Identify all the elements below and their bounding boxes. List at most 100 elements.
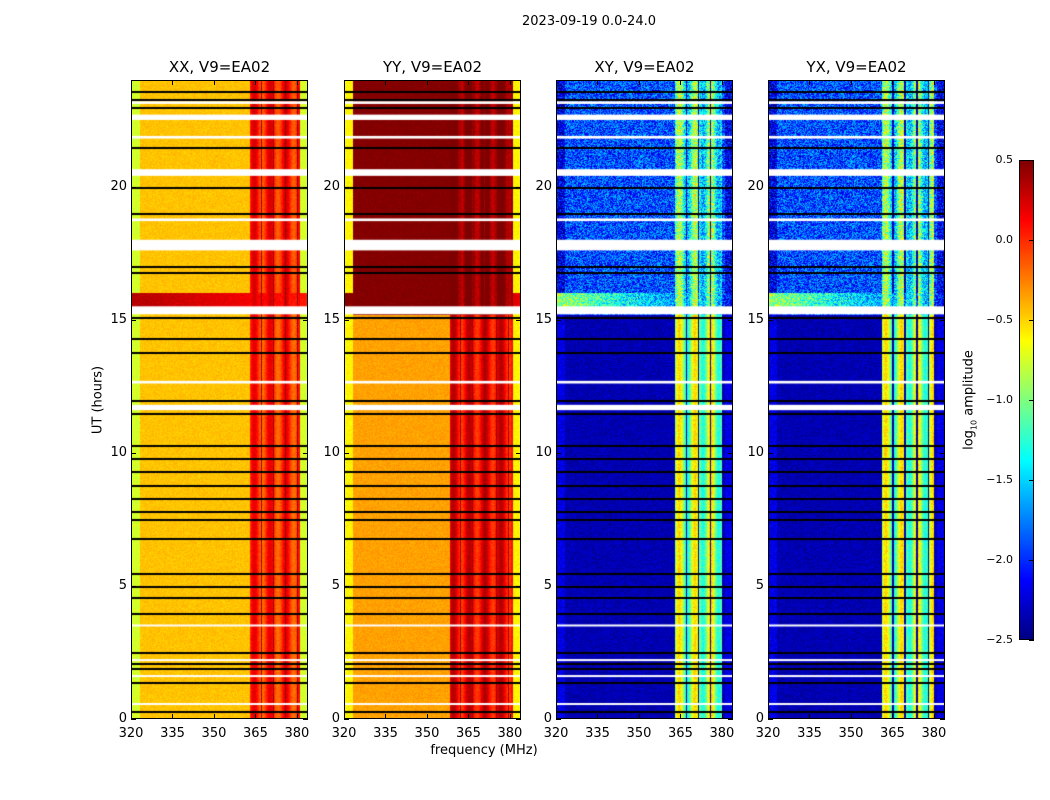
x-tick-mark — [172, 714, 174, 719]
colorbar-tick-label: −0.5 — [986, 313, 1013, 326]
y-tick-label: 5 — [118, 577, 127, 593]
x-tick-mark — [426, 714, 428, 719]
x-tick-mark — [597, 80, 599, 85]
y-tick-label: 15 — [747, 311, 764, 327]
heatmap-image — [344, 80, 521, 719]
axes-frame — [768, 80, 945, 719]
x-tick-label: 365 — [668, 726, 693, 741]
y-tick-mark — [303, 719, 308, 720]
y-tick-label: 20 — [110, 178, 127, 194]
y-tick-mark — [516, 319, 521, 321]
y-tick-mark — [344, 186, 349, 188]
y-tick-label: 10 — [323, 444, 340, 460]
x-tick-label: 350 — [201, 726, 227, 741]
colorbar-tick-label: −1.5 — [986, 473, 1013, 486]
x-tick-label: 380 — [709, 726, 735, 741]
x-tick-mark — [296, 80, 298, 85]
panel-3: YX, V9=EA02 0 5 10 15 20 320 335 350 365 380 — [747, 58, 946, 741]
colorbar-tick-mark — [1029, 400, 1034, 401]
x-tick-mark — [721, 80, 723, 85]
x-tick-label: 335 — [585, 726, 610, 741]
x-tick-mark — [721, 714, 723, 719]
y-tick-label: 5 — [755, 577, 764, 593]
y-tick-mark — [131, 585, 136, 587]
y-tick-mark — [556, 452, 561, 454]
x-tick-mark — [344, 80, 345, 85]
x-tick-label: 335 — [797, 726, 822, 741]
x-tick-mark — [255, 80, 257, 85]
y-tick-mark — [728, 186, 733, 188]
y-tick-label: 0 — [331, 711, 340, 726]
x-tick-mark — [468, 80, 470, 85]
x-tick-mark — [680, 714, 682, 719]
y-tick-mark — [303, 186, 308, 188]
x-tick-mark — [385, 714, 387, 719]
x-tick-mark — [385, 80, 387, 85]
colorbar-tick-label: 0.0 — [995, 233, 1014, 246]
x-tick-mark — [680, 80, 682, 85]
panel-title: XX, V9=EA02 — [168, 58, 271, 76]
y-tick-mark — [131, 452, 136, 454]
x-tick-mark — [768, 714, 769, 719]
x-tick-label: 365 — [243, 726, 268, 741]
figure-title: 2023-09-19 0.0-24.0 — [522, 14, 656, 29]
x-tick-mark — [255, 714, 257, 719]
heatmap-image — [131, 80, 308, 719]
x-tick-mark — [892, 714, 894, 719]
y-tick-mark — [516, 452, 521, 454]
y-tick-mark — [940, 585, 945, 587]
x-tick-label: 365 — [880, 726, 905, 741]
y-tick-label: 10 — [110, 444, 127, 460]
x-tick-label: 335 — [373, 726, 398, 741]
x-tick-mark — [809, 714, 811, 719]
y-tick-mark — [556, 319, 561, 321]
y-axis-label: UT (hours) — [90, 365, 106, 435]
y-tick-label: 20 — [323, 178, 340, 194]
x-tick-mark — [809, 80, 811, 85]
y-tick-label: 0 — [755, 711, 764, 726]
x-tick-label: 335 — [160, 726, 185, 741]
y-tick-mark — [344, 719, 349, 720]
colorbar-tick-label: 0.5 — [995, 153, 1014, 166]
x-tick-mark — [892, 80, 894, 85]
y-tick-mark — [556, 585, 561, 587]
x-tick-mark — [509, 714, 511, 719]
x-tick-mark — [556, 80, 557, 85]
colorbar-tick-mark — [1029, 640, 1034, 641]
y-tick-mark — [768, 319, 773, 321]
y-tick-mark — [728, 452, 733, 454]
y-tick-mark — [516, 585, 521, 587]
y-tick-mark — [768, 585, 773, 587]
y-tick-mark — [768, 719, 773, 720]
x-tick-label: 350 — [838, 726, 864, 741]
x-tick-mark — [296, 714, 298, 719]
x-tick-label: 380 — [284, 726, 310, 741]
colorbar-tick-mark — [1029, 160, 1034, 161]
x-tick-mark — [426, 80, 428, 85]
x-tick-mark — [597, 714, 599, 719]
x-tick-mark — [850, 80, 852, 85]
y-tick-mark — [131, 186, 136, 188]
y-tick-mark — [768, 186, 773, 188]
x-tick-mark — [850, 714, 852, 719]
axes-frame — [131, 80, 308, 719]
y-tick-mark — [303, 452, 308, 454]
x-tick-mark — [768, 80, 769, 85]
axes-frame — [344, 80, 521, 719]
x-tick-label: 320 — [755, 726, 781, 741]
panel-1: YY, V9=EA02 0 5 10 15 20 320 335 350 365 380 — [323, 58, 522, 741]
y-tick-mark — [344, 319, 349, 321]
x-tick-label: 380 — [921, 726, 947, 741]
x-tick-mark — [556, 714, 557, 719]
colorbar-tick-label: −1.0 — [986, 393, 1013, 406]
y-tick-mark — [556, 719, 561, 720]
y-tick-mark — [131, 319, 136, 321]
colorbar-tick-mark — [1029, 560, 1034, 561]
y-tick-label: 5 — [331, 577, 340, 593]
x-tick-mark — [131, 714, 132, 719]
y-tick-mark — [940, 719, 945, 720]
x-tick-label: 350 — [626, 726, 652, 741]
panel-title: YX, V9=EA02 — [806, 58, 907, 76]
panel-2: XY, V9=EA02 0 5 10 15 20 320 335 350 365 380 — [535, 58, 734, 741]
